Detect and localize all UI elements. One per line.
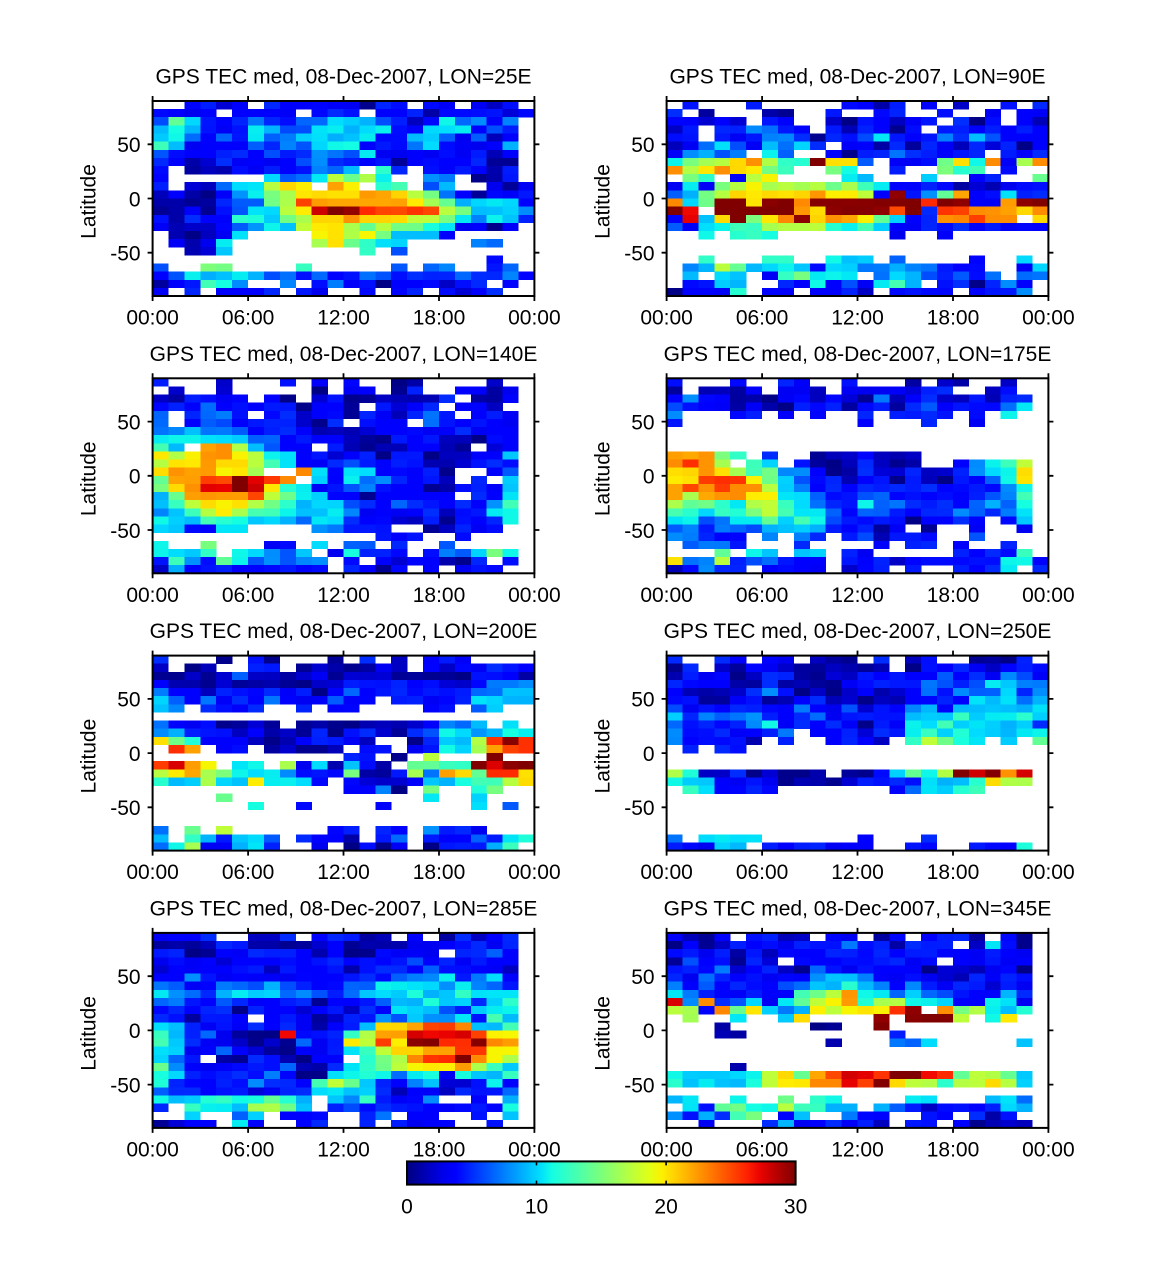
svg-text:18:00: 18:00	[413, 861, 466, 884]
svg-text:0: 0	[643, 466, 655, 489]
svg-text:06:00: 06:00	[736, 861, 789, 884]
svg-text:18:00: 18:00	[927, 1138, 980, 1161]
svg-text:-50: -50	[110, 520, 140, 543]
svg-text:Latitude: Latitude	[77, 719, 100, 794]
svg-text:GPS TEC med, 08-Dec-2007, LON=: GPS TEC med, 08-Dec-2007, LON=175E	[664, 343, 1052, 366]
svg-text:50: 50	[631, 966, 654, 989]
svg-text:00:00: 00:00	[640, 1138, 693, 1161]
svg-text:12:00: 12:00	[317, 861, 370, 884]
svg-text:50: 50	[117, 134, 140, 157]
svg-text:0: 0	[129, 743, 141, 766]
svg-text:Latitude: Latitude	[591, 441, 614, 516]
svg-text:50: 50	[117, 689, 140, 712]
svg-text:00:00: 00:00	[640, 584, 693, 607]
svg-text:GPS TEC med, 08-Dec-2007, LON=: GPS TEC med, 08-Dec-2007, LON=345E	[664, 897, 1052, 920]
svg-text:50: 50	[117, 411, 140, 434]
svg-text:0: 0	[643, 188, 655, 211]
svg-text:18:00: 18:00	[927, 584, 980, 607]
svg-text:Latitude: Latitude	[77, 441, 100, 516]
svg-text:00:00: 00:00	[640, 861, 693, 884]
svg-text:18:00: 18:00	[927, 307, 980, 330]
svg-text:10: 10	[525, 1196, 548, 1219]
svg-text:00:00: 00:00	[640, 307, 693, 330]
svg-text:0: 0	[129, 466, 141, 489]
svg-text:12:00: 12:00	[831, 861, 884, 884]
svg-text:-50: -50	[624, 520, 654, 543]
svg-text:0: 0	[401, 1196, 413, 1219]
svg-text:50: 50	[631, 411, 654, 434]
svg-text:06:00: 06:00	[222, 1138, 275, 1161]
svg-text:00:00: 00:00	[126, 307, 179, 330]
svg-text:20: 20	[654, 1196, 677, 1219]
svg-text:00:00: 00:00	[508, 584, 561, 607]
svg-text:Latitude: Latitude	[77, 164, 100, 239]
svg-text:30: 30	[784, 1196, 807, 1219]
svg-text:0: 0	[129, 1020, 141, 1043]
svg-text:00:00: 00:00	[508, 307, 561, 330]
svg-text:12:00: 12:00	[831, 584, 884, 607]
svg-text:06:00: 06:00	[222, 307, 275, 330]
svg-text:-50: -50	[110, 243, 140, 266]
svg-text:06:00: 06:00	[736, 1138, 789, 1161]
svg-text:00:00: 00:00	[126, 584, 179, 607]
svg-text:06:00: 06:00	[222, 861, 275, 884]
svg-text:00:00: 00:00	[126, 861, 179, 884]
svg-text:-50: -50	[624, 243, 654, 266]
svg-text:18:00: 18:00	[413, 1138, 466, 1161]
svg-text:12:00: 12:00	[317, 584, 370, 607]
svg-text:-50: -50	[624, 797, 654, 820]
svg-text:00:00: 00:00	[126, 1138, 179, 1161]
svg-text:18:00: 18:00	[413, 307, 466, 330]
svg-text:Latitude: Latitude	[591, 164, 614, 239]
svg-text:-50: -50	[110, 797, 140, 820]
svg-text:06:00: 06:00	[736, 584, 789, 607]
svg-text:50: 50	[631, 134, 654, 157]
svg-text:0: 0	[129, 188, 141, 211]
svg-text:GPS TEC med, 08-Dec-2007, LON=: GPS TEC med, 08-Dec-2007, LON=25E	[155, 66, 531, 89]
svg-text:00:00: 00:00	[508, 1138, 561, 1161]
svg-text:00:00: 00:00	[508, 861, 561, 884]
svg-text:00:00: 00:00	[1022, 1138, 1075, 1161]
svg-text:12:00: 12:00	[317, 307, 370, 330]
svg-text:GPS TEC med, 08-Dec-2007, LON=: GPS TEC med, 08-Dec-2007, LON=250E	[664, 620, 1052, 643]
svg-text:GPS TEC med, 08-Dec-2007, LON=: GPS TEC med, 08-Dec-2007, LON=285E	[150, 897, 538, 920]
svg-text:50: 50	[117, 966, 140, 989]
svg-text:06:00: 06:00	[222, 584, 275, 607]
svg-text:06:00: 06:00	[736, 307, 789, 330]
svg-text:00:00: 00:00	[1022, 584, 1075, 607]
svg-text:50: 50	[631, 689, 654, 712]
svg-text:0: 0	[643, 743, 655, 766]
svg-text:00:00: 00:00	[1022, 861, 1075, 884]
svg-text:GPS TEC med, 08-Dec-2007, LON=: GPS TEC med, 08-Dec-2007, LON=140E	[150, 343, 538, 366]
svg-text:Latitude: Latitude	[591, 996, 614, 1071]
svg-text:GPS TEC med, 08-Dec-2007, LON=: GPS TEC med, 08-Dec-2007, LON=90E	[669, 66, 1045, 89]
svg-text:Latitude: Latitude	[77, 996, 100, 1071]
svg-text:GPS TEC med, 08-Dec-2007, LON=: GPS TEC med, 08-Dec-2007, LON=200E	[150, 620, 538, 643]
svg-text:12:00: 12:00	[831, 1138, 884, 1161]
svg-text:Latitude: Latitude	[591, 719, 614, 794]
svg-text:18:00: 18:00	[413, 584, 466, 607]
svg-text:-50: -50	[110, 1074, 140, 1097]
svg-text:18:00: 18:00	[927, 861, 980, 884]
svg-text:-50: -50	[624, 1074, 654, 1097]
svg-text:00:00: 00:00	[1022, 307, 1075, 330]
svg-text:12:00: 12:00	[831, 307, 884, 330]
svg-text:12:00: 12:00	[317, 1138, 370, 1161]
svg-text:0: 0	[643, 1020, 655, 1043]
